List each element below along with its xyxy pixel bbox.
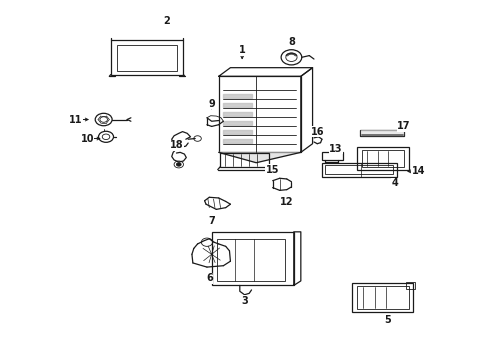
Text: 12: 12 bbox=[280, 198, 293, 207]
Text: 1: 1 bbox=[238, 45, 245, 55]
Text: 10: 10 bbox=[81, 134, 94, 144]
Bar bbox=[321, 152, 343, 160]
Bar bbox=[352, 283, 413, 312]
Text: 7: 7 bbox=[208, 216, 215, 226]
Polygon shape bbox=[218, 152, 300, 163]
Bar bbox=[217, 239, 285, 281]
Bar bbox=[110, 40, 183, 75]
Bar bbox=[218, 76, 300, 152]
Text: 17: 17 bbox=[397, 121, 410, 131]
Bar bbox=[211, 232, 293, 285]
Bar bbox=[321, 163, 396, 176]
Text: 18: 18 bbox=[169, 140, 183, 150]
Text: 16: 16 bbox=[310, 127, 324, 136]
Text: 4: 4 bbox=[390, 179, 397, 188]
Text: 8: 8 bbox=[287, 37, 294, 47]
Text: 6: 6 bbox=[205, 274, 212, 283]
Text: 15: 15 bbox=[265, 165, 279, 175]
Circle shape bbox=[176, 163, 181, 166]
Bar bbox=[406, 282, 414, 289]
Text: 13: 13 bbox=[328, 144, 342, 154]
Text: 9: 9 bbox=[208, 99, 215, 109]
Text: 5: 5 bbox=[384, 315, 390, 325]
Bar bbox=[117, 45, 177, 71]
Bar bbox=[361, 150, 403, 167]
Bar bbox=[220, 153, 269, 167]
Text: 3: 3 bbox=[241, 296, 247, 306]
Bar bbox=[356, 286, 408, 309]
Bar bbox=[359, 130, 403, 136]
Text: 2: 2 bbox=[163, 16, 170, 26]
Text: 14: 14 bbox=[410, 166, 424, 176]
Text: 11: 11 bbox=[69, 114, 82, 125]
Bar bbox=[356, 147, 408, 170]
Bar bbox=[325, 165, 392, 175]
